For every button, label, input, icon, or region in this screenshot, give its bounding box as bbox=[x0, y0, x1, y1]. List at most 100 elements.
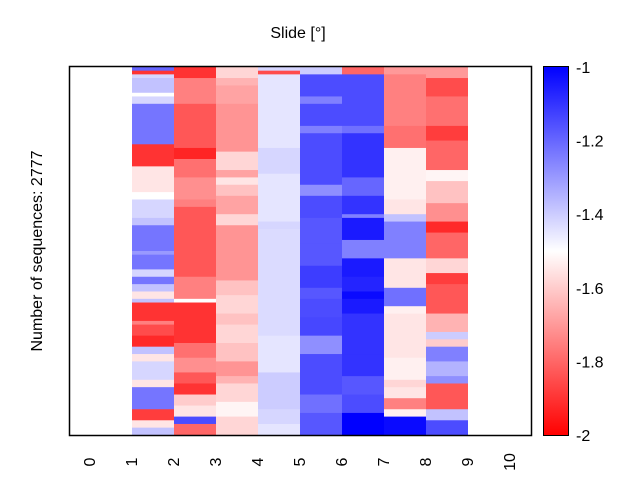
heatmap-cell bbox=[216, 361, 258, 377]
x-tick-label: 10 bbox=[502, 453, 519, 471]
x-tick-label: 8 bbox=[418, 457, 435, 466]
heatmap-cell bbox=[300, 412, 342, 436]
heatmap-cell bbox=[132, 103, 174, 145]
heatmap-cell bbox=[300, 96, 342, 105]
colorbar-tick-label: -2 bbox=[576, 428, 590, 445]
heatmap-cell bbox=[174, 206, 216, 278]
heatmap-cell bbox=[174, 199, 216, 208]
heatmap-cell bbox=[216, 343, 258, 362]
heatmap-cell bbox=[216, 383, 258, 403]
heatmap-cell bbox=[384, 147, 426, 201]
heatmap-cell bbox=[258, 155, 300, 175]
heatmap-cell bbox=[258, 357, 300, 374]
heatmap-cell bbox=[216, 85, 258, 105]
x-tick-label: 0 bbox=[82, 457, 99, 466]
heatmap-cell bbox=[342, 217, 384, 241]
heatmap-cell bbox=[174, 383, 216, 396]
heatmap-cell bbox=[342, 354, 384, 377]
heatmap-cell bbox=[216, 214, 258, 226]
heatmap-cell bbox=[174, 357, 216, 374]
heatmap-cell bbox=[342, 394, 384, 414]
heatmap-cell bbox=[384, 258, 426, 289]
heatmap-cell bbox=[342, 133, 384, 178]
heatmap-cell bbox=[132, 217, 174, 226]
heatmap-cell bbox=[132, 236, 174, 252]
heatmap-cell bbox=[426, 346, 468, 362]
heatmap-cell bbox=[132, 379, 174, 388]
colorbar-tick-label: -1.4 bbox=[576, 207, 604, 224]
heatmap-cell bbox=[216, 177, 258, 186]
heatmap-cell bbox=[384, 409, 426, 418]
heatmap-cell bbox=[342, 291, 384, 300]
heatmap-cell bbox=[132, 291, 174, 300]
heatmap-cell bbox=[216, 67, 258, 79]
heatmap-cell bbox=[426, 273, 468, 285]
heatmap-cell bbox=[342, 195, 384, 215]
heatmap-cell bbox=[342, 376, 384, 396]
heatmap-cell bbox=[300, 376, 342, 396]
heatmap-cell bbox=[426, 96, 468, 127]
heatmap-cell bbox=[300, 335, 342, 355]
heatmap-cell bbox=[132, 67, 174, 72]
x-tick-label: 7 bbox=[376, 457, 393, 466]
heatmap-cell bbox=[132, 269, 174, 278]
x-tick-label: 6 bbox=[334, 457, 351, 466]
heatmap-cell bbox=[216, 376, 258, 385]
heatmap-cell bbox=[258, 423, 300, 436]
heatmap-cell bbox=[132, 409, 174, 421]
heatmap-cell bbox=[300, 298, 342, 318]
heatmap-cell bbox=[216, 170, 258, 178]
heatmap-cell bbox=[342, 214, 384, 219]
heatmap-cell bbox=[132, 78, 174, 94]
heatmap-cell bbox=[132, 387, 174, 410]
y-axis-label: Number of sequences: 2777 bbox=[29, 150, 46, 351]
heatmap-cell bbox=[426, 140, 468, 171]
heatmap-cell bbox=[300, 195, 342, 219]
heatmap-cell bbox=[132, 92, 174, 98]
heatmap-cell bbox=[300, 125, 342, 134]
heatmap-cell bbox=[342, 67, 384, 75]
heatmap-cell bbox=[426, 284, 468, 315]
heatmap-cell bbox=[174, 423, 216, 436]
heatmap-cell bbox=[426, 170, 468, 182]
heatmap-cell bbox=[426, 383, 468, 410]
heatmap-cell bbox=[132, 225, 174, 237]
heatmap-cell bbox=[258, 335, 300, 359]
heatmap-cell bbox=[300, 317, 342, 337]
heatmap-cell bbox=[426, 232, 468, 259]
heatmap-cell bbox=[174, 405, 216, 418]
heatmap-cell bbox=[174, 394, 216, 407]
heatmap-cell bbox=[426, 203, 468, 223]
heatmap-cell bbox=[174, 343, 216, 359]
heatmap-cell bbox=[258, 372, 300, 410]
heatmap-cell bbox=[132, 96, 174, 105]
x-tick-label: 3 bbox=[208, 457, 225, 466]
heatmap-cell bbox=[258, 147, 300, 156]
heatmap-cell bbox=[132, 254, 174, 270]
heatmap-cell bbox=[132, 284, 174, 293]
heatmap-cell bbox=[132, 302, 174, 322]
heatmap-cell bbox=[132, 276, 174, 285]
heatmap-cell bbox=[426, 78, 468, 98]
heatmap-cell bbox=[384, 125, 426, 149]
heatmap-cell bbox=[384, 313, 426, 359]
heatmap-cell bbox=[132, 251, 174, 256]
x-tick-label: 1 bbox=[124, 457, 141, 466]
heatmap-cell bbox=[300, 184, 342, 197]
heatmap-cell bbox=[132, 335, 174, 348]
heatmap-cell bbox=[342, 74, 384, 127]
heatmap-cell bbox=[132, 192, 174, 201]
heatmap-cell bbox=[384, 199, 426, 215]
heatmap-cell bbox=[132, 70, 174, 75]
heatmap-cell bbox=[342, 125, 384, 134]
heatmap-cell bbox=[216, 78, 258, 86]
heatmap-cell bbox=[132, 166, 174, 193]
heatmap-cell bbox=[426, 361, 468, 377]
heatmap-cell bbox=[132, 320, 174, 326]
heatmap-cell bbox=[258, 70, 300, 75]
heatmap-cell bbox=[300, 217, 342, 245]
heatmap-cell bbox=[426, 258, 468, 274]
heatmap-cell bbox=[384, 379, 426, 388]
heatmap-cell bbox=[216, 324, 258, 344]
heatmap-cells bbox=[132, 67, 468, 436]
